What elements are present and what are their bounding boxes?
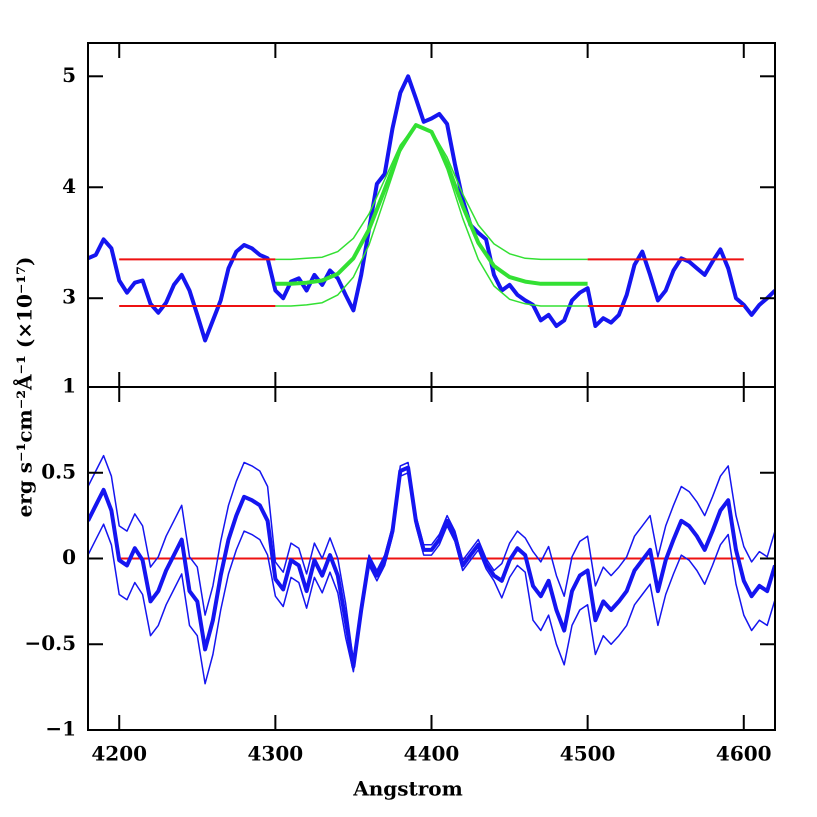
data-line [88, 465, 775, 669]
y-tick-label: −0.5 [24, 631, 76, 655]
data-line [88, 74, 775, 343]
y-tick-label: 0.5 [41, 459, 76, 483]
x-axis-label: Angstrom [352, 777, 463, 801]
x-tick-label: 4300 [248, 742, 304, 766]
x-tick-label: 4500 [560, 742, 616, 766]
x-tick-label: 4200 [91, 742, 147, 766]
x-tick-label: 4600 [716, 742, 772, 766]
plot-frame [87, 42, 776, 388]
data-line [275, 124, 588, 261]
y-axis-label: erg s⁻¹cm⁻²Å⁻¹ (×10⁻¹⁷) [13, 257, 37, 518]
data-line [88, 454, 775, 663]
y-tick-label: −1 [45, 717, 76, 741]
y-tick-label: 3 [62, 285, 76, 309]
x-tick-label: 4400 [404, 742, 460, 766]
plot-frame [87, 386, 776, 731]
data-line [88, 472, 775, 685]
y-tick-label: 1 [62, 374, 76, 398]
y-tick-label: 4 [62, 174, 76, 198]
y-tick-label: 0 [62, 545, 76, 569]
data-line [275, 123, 588, 286]
y-tick-label: 5 [62, 63, 76, 87]
